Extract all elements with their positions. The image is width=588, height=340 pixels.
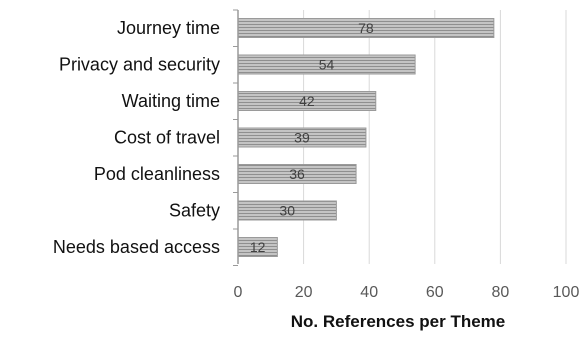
data-label: 36 [289,166,305,182]
data-label: 12 [250,239,266,255]
data-label: 39 [294,130,310,146]
category-label: Cost of travel [114,128,220,148]
x-tick-label: 100 [553,284,580,301]
x-tick-label: 0 [234,284,243,301]
data-label: 78 [358,20,374,36]
labels: 0 20 40 60 80 100 Journey time 78 Privacy and se… [53,18,580,301]
category-label: Needs based access [53,237,220,257]
bars [237,18,495,257]
category-label: Safety [169,201,220,221]
x-tick-label: 20 [295,284,313,301]
x-axis-title: No. References per Theme [291,312,505,331]
category-label: Waiting time [122,91,220,111]
data-label: 30 [279,203,295,219]
gridlines [303,10,567,264]
category-label: Pod cleanliness [94,164,220,184]
data-label: 54 [319,57,335,73]
x-tick-label: 80 [492,284,510,301]
x-tick-label: 60 [426,284,444,301]
category-label: Privacy and security [59,55,220,75]
y-axis [233,9,239,266]
x-tick-label: 40 [360,284,378,301]
category-label: Journey time [117,18,220,38]
data-label: 42 [299,93,315,109]
